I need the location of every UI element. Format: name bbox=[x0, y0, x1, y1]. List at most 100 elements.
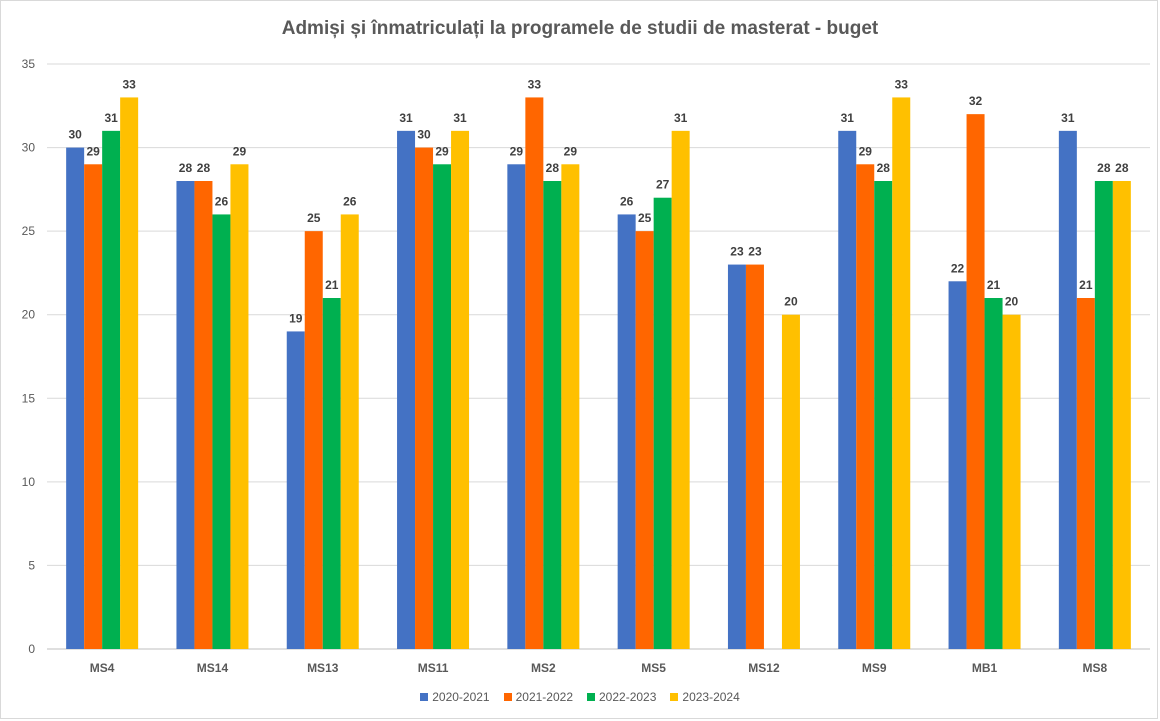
y-tick-label: 0 bbox=[28, 642, 35, 656]
data-label: 28 bbox=[546, 161, 560, 175]
data-label: 31 bbox=[104, 111, 118, 125]
bar bbox=[286, 331, 305, 649]
data-label: 26 bbox=[215, 194, 229, 208]
y-tick-label: 20 bbox=[22, 308, 36, 322]
data-label: 30 bbox=[68, 128, 82, 142]
data-label: 20 bbox=[784, 295, 798, 309]
data-label: 25 bbox=[307, 211, 321, 225]
bar bbox=[507, 164, 526, 650]
x-tick-label: MS14 bbox=[197, 661, 229, 675]
legend-item: 2022-2023 bbox=[587, 690, 656, 704]
data-label: 29 bbox=[859, 144, 873, 158]
x-tick-label: MS4 bbox=[90, 661, 115, 675]
bar bbox=[781, 314, 800, 649]
bar bbox=[745, 264, 764, 649]
bar bbox=[212, 214, 231, 649]
bar bbox=[543, 181, 562, 649]
bar bbox=[397, 130, 416, 649]
bar bbox=[856, 164, 875, 650]
data-label: 29 bbox=[510, 144, 524, 158]
bar bbox=[984, 298, 1003, 649]
bar bbox=[84, 164, 103, 650]
bar bbox=[194, 181, 213, 649]
bar bbox=[66, 147, 85, 650]
x-tick-label: MS5 bbox=[641, 661, 666, 675]
data-label: 29 bbox=[86, 144, 100, 158]
data-label: 31 bbox=[453, 111, 467, 125]
bar bbox=[948, 281, 967, 649]
chart-legend: 2020-2021 2021-2022 2022-2023 2023-2024 bbox=[0, 690, 1160, 704]
data-label: 21 bbox=[325, 278, 339, 292]
data-label: 33 bbox=[895, 77, 909, 91]
y-tick-label: 10 bbox=[22, 475, 36, 489]
bar bbox=[102, 130, 121, 649]
data-label: 28 bbox=[179, 161, 193, 175]
x-tick-label: MS12 bbox=[748, 661, 780, 675]
y-tick-label: 5 bbox=[28, 558, 35, 572]
bar bbox=[433, 164, 452, 650]
data-label: 25 bbox=[638, 211, 652, 225]
data-label: 29 bbox=[435, 144, 449, 158]
bar bbox=[1076, 298, 1095, 649]
bar bbox=[838, 130, 857, 649]
data-label: 33 bbox=[122, 77, 136, 91]
bar bbox=[874, 181, 893, 649]
data-label: 21 bbox=[987, 278, 1001, 292]
data-label: 30 bbox=[417, 128, 431, 142]
data-label: 29 bbox=[233, 144, 247, 158]
bar bbox=[966, 114, 985, 649]
bar bbox=[635, 231, 654, 649]
x-tick-label: MS11 bbox=[418, 661, 449, 675]
legend-item: 2021-2022 bbox=[503, 690, 573, 704]
legend-label: 2023-2024 bbox=[682, 690, 740, 704]
bar bbox=[525, 97, 544, 649]
bar bbox=[415, 147, 434, 650]
legend-label: 2021-2022 bbox=[515, 690, 573, 704]
bar bbox=[120, 97, 139, 649]
bar bbox=[1058, 130, 1077, 649]
bar bbox=[617, 214, 636, 649]
data-label: 32 bbox=[969, 94, 983, 108]
bar bbox=[892, 97, 911, 649]
data-label: 33 bbox=[528, 77, 542, 91]
data-label: 28 bbox=[197, 161, 211, 175]
data-label: 22 bbox=[951, 261, 965, 275]
bar bbox=[561, 164, 580, 650]
data-label: 27 bbox=[656, 178, 670, 192]
bar bbox=[1094, 181, 1113, 649]
data-label: 23 bbox=[730, 245, 744, 259]
data-label: 26 bbox=[620, 194, 634, 208]
data-label: 19 bbox=[289, 311, 303, 325]
y-tick-label: 30 bbox=[22, 141, 36, 155]
x-tick-label: MS8 bbox=[1083, 661, 1108, 675]
bar bbox=[176, 181, 195, 649]
x-tick-label: MS13 bbox=[307, 661, 339, 675]
bar bbox=[340, 214, 359, 649]
data-label: 21 bbox=[1079, 278, 1093, 292]
data-label: 31 bbox=[674, 111, 688, 125]
legend-label: 2022-2023 bbox=[599, 690, 657, 704]
legend-swatch bbox=[420, 693, 429, 701]
data-label: 23 bbox=[748, 245, 762, 259]
x-tick-label: MS9 bbox=[862, 661, 887, 675]
data-label: 20 bbox=[1005, 295, 1019, 309]
bar bbox=[451, 130, 470, 649]
data-label: 28 bbox=[1097, 161, 1111, 175]
data-label: 28 bbox=[877, 161, 891, 175]
x-tick-label: MS2 bbox=[531, 661, 556, 675]
legend-item: 2020-2021 bbox=[420, 690, 490, 704]
data-label: 29 bbox=[564, 144, 578, 158]
y-tick-label: 35 bbox=[22, 57, 36, 71]
chart-title: Admiși și înmatriculați la programele de… bbox=[281, 18, 879, 39]
legend-swatch bbox=[587, 693, 595, 701]
bar bbox=[653, 197, 672, 649]
data-label: 28 bbox=[1115, 161, 1129, 175]
bar bbox=[230, 164, 249, 650]
y-tick-label: 25 bbox=[22, 224, 36, 238]
x-tick-label: MB1 bbox=[972, 661, 998, 675]
bar bbox=[1002, 314, 1021, 649]
legend-swatch bbox=[503, 693, 512, 701]
bar bbox=[1112, 181, 1131, 649]
data-label: 31 bbox=[399, 111, 413, 125]
legend-item: 2023-2024 bbox=[670, 690, 740, 704]
